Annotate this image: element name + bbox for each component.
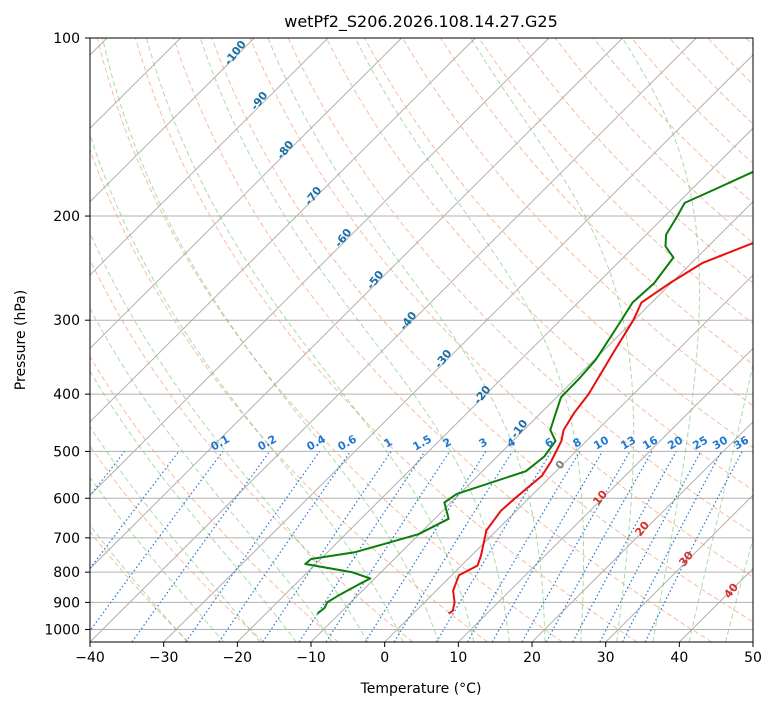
y-tick-label: 700 (53, 531, 80, 547)
dry-adiabat-line (90, 355, 339, 642)
mixing-ratio-line (545, 451, 653, 642)
x-tick-label: 30 (597, 650, 615, 666)
moist-adiabat-line (90, 476, 225, 642)
moist-adiabat-line (267, 38, 546, 642)
mixing-ratio-line (644, 451, 743, 642)
isotherm-gridline (90, 38, 697, 642)
dry-adiabat-line (90, 258, 414, 642)
plot-area: -100-90-80-70-60-50-40-30-20-100.1 0.2 0.4… (90, 38, 753, 642)
dry-adiabat-line (325, 38, 753, 491)
isotherm-gridline (384, 274, 753, 642)
y-tick-label: 300 (53, 313, 80, 329)
moist-adiabat-line (90, 231, 369, 642)
isobar-gridlines (90, 38, 753, 630)
isotherm-gridline (531, 421, 753, 642)
isotherm-gridline (90, 38, 329, 276)
dry-adiabat-line (402, 38, 753, 407)
mixing-ratio-line (393, 451, 513, 642)
isotherm-gridline (163, 54, 753, 642)
x-tick-label: −20 (223, 650, 253, 666)
moist-adiabat-line (199, 38, 510, 642)
dry-adiabats (90, 38, 753, 642)
x-tick-label: 50 (744, 650, 762, 666)
dry-adiabat-line (516, 38, 753, 284)
isotherm-gridline (90, 38, 550, 496)
isotherm-gridline (457, 347, 753, 642)
moist-adiabat-line (90, 133, 404, 642)
mixing-ratio-line (521, 451, 631, 642)
x-tick-label: 10 (449, 650, 467, 666)
dry-adiabat-line (90, 531, 190, 642)
plot-frame (89, 37, 754, 643)
dry-adiabat-line (249, 38, 753, 578)
y-axis-label: Pressure (hPa) (13, 290, 29, 390)
dry-adiabat-line (90, 445, 264, 642)
mixing-ratio-line (298, 451, 426, 642)
chart-title: wetPf2_S206.2026.108.14.27.G25 (284, 12, 558, 32)
dry-adiabat-line (96, 38, 563, 642)
skewed-isotherm-gridlines (90, 38, 753, 642)
dewpoint-profile-line (304, 170, 753, 615)
x-tick-label: 40 (670, 650, 688, 666)
y-tick-label: 500 (53, 444, 80, 460)
y-tick-label: 1000 (44, 622, 80, 638)
y-tick-label: 800 (53, 565, 80, 581)
y-tick-label: 200 (53, 209, 80, 225)
moist-adiabat-line (354, 38, 585, 642)
mixing-ratio-lines (90, 451, 743, 642)
moist-adiabat-line (102, 38, 439, 642)
x-tick-label: 0 (380, 650, 389, 666)
moist-adiabat-line (146, 38, 475, 642)
x-tick-label: −30 (149, 650, 179, 666)
dry-adiabat-line (211, 38, 753, 623)
mixing-ratio-line (218, 451, 351, 642)
y-axis-ticks: 1000 900 800 700 600 500 400 300 200 100 (44, 31, 90, 638)
moist-adiabat-line (725, 537, 753, 642)
y-tick-label: 600 (53, 491, 80, 507)
isotherm-gridline (90, 38, 476, 423)
moist-adiabat-line (622, 38, 700, 642)
isotherm-gridline (90, 38, 623, 570)
isotherm-gridline (236, 127, 753, 642)
y-tick-label: 100 (53, 31, 80, 47)
isotherm-gridline (90, 38, 402, 350)
x-tick-label: −10 (296, 650, 326, 666)
mixing-ratio-line (185, 451, 321, 642)
dry-adiabat-line (90, 148, 488, 642)
moist-adiabat-line (688, 361, 753, 642)
moist-adiabat-line (90, 426, 261, 642)
mixing-ratio-line (325, 451, 451, 642)
x-tick-label: −40 (75, 650, 105, 666)
x-axis-ticks: −40 −30 −20 −10 0 10 20 30 40 50 (75, 642, 762, 666)
dry-adiabat-line (478, 38, 753, 325)
profile-series (304, 170, 753, 615)
y-tick-label: 900 (53, 595, 80, 611)
dry-adiabat-line (173, 38, 712, 642)
mixing-ratio-line (131, 451, 271, 642)
mixing-ratio-line (262, 451, 392, 642)
isotherm-gridline (605, 494, 753, 642)
mixing-ratio-line (90, 451, 180, 570)
dry-adiabat-line (440, 38, 753, 366)
x-tick-label: 20 (523, 650, 541, 666)
temperature-profile-line (448, 242, 753, 615)
mixing-ratio-line (90, 451, 224, 632)
isotherm-gridline (90, 38, 255, 203)
y-tick-label: 400 (53, 387, 80, 403)
moist-adiabat-line (90, 307, 333, 642)
dry-adiabat-line (134, 38, 638, 642)
x-axis-label: Temperature (°C) (360, 681, 482, 697)
mixing-ratio-line (572, 451, 677, 642)
